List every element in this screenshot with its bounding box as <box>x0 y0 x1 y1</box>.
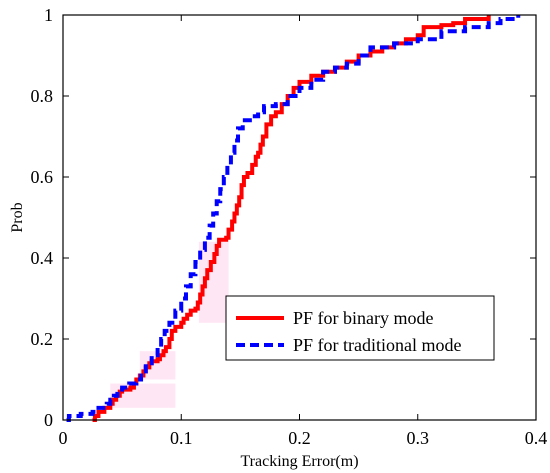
y-tick-label: 0 <box>44 410 53 430</box>
x-tick-label: 0.1 <box>170 428 193 448</box>
x-tick-label: 0.4 <box>525 428 548 448</box>
ticks-layer: 0 0.1 0.2 0.3 0.4 0 0.2 0.4 0.6 0.8 1 <box>31 5 548 448</box>
legend-label-traditional: PF for traditional mode <box>293 335 461 355</box>
legend: PF for binary mode PF for traditional mo… <box>225 295 495 361</box>
legend-label-binary: PF for binary mode <box>293 308 433 328</box>
y-axis-label: Prob <box>9 202 26 232</box>
x-tick-label: 0.3 <box>407 428 430 448</box>
series-line-traditional <box>66 15 521 422</box>
y-tick-label: 0.8 <box>31 86 54 106</box>
y-tick-label: 0.2 <box>31 329 54 349</box>
legend-box <box>225 295 495 361</box>
y-tick-label: 0.4 <box>31 248 54 268</box>
x-axis-label: Tracking Error(m) <box>240 453 358 470</box>
x-tick-label: 0.2 <box>288 428 311 448</box>
y-tick-label: 0.6 <box>31 167 54 187</box>
series-layer <box>66 15 521 422</box>
y-tick-label: 1 <box>44 5 53 25</box>
x-tick-label: 0 <box>59 428 68 448</box>
